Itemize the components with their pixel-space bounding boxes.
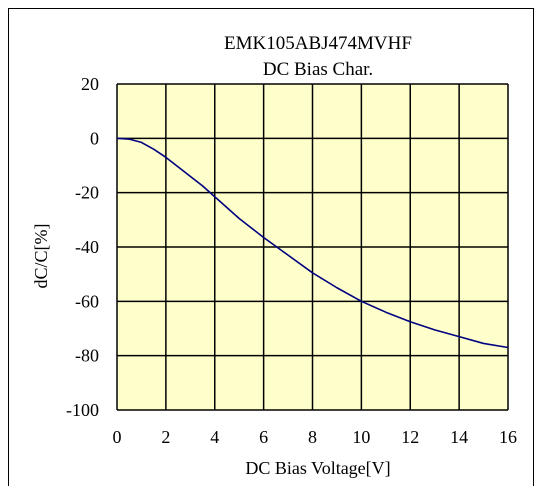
x-tick-label: 2 bbox=[161, 427, 170, 447]
x-tick-label: 4 bbox=[210, 427, 219, 447]
x-tick-label: 16 bbox=[499, 427, 517, 447]
x-tick-label: 8 bbox=[308, 427, 317, 447]
chart-subtitle: DC Bias Char. bbox=[263, 59, 373, 80]
x-tick-label: 10 bbox=[352, 427, 370, 447]
y-tick-label: -40 bbox=[75, 237, 99, 257]
chart-title: EMK105ABJ474MVHF bbox=[224, 33, 412, 54]
y-tick-label: -80 bbox=[75, 346, 99, 366]
x-tick-label: 6 bbox=[259, 427, 268, 447]
x-axis-label: DC Bias Voltage[V] bbox=[245, 458, 390, 478]
series-line bbox=[116, 137, 509, 349]
y-tick-label: -100 bbox=[66, 400, 99, 420]
y-axis-label: dC/C[%] bbox=[31, 224, 51, 289]
x-tick-label: 14 bbox=[450, 427, 468, 447]
x-tick-label: 0 bbox=[113, 427, 122, 447]
y-tick-label: 20 bbox=[81, 74, 99, 94]
y-tick-label: -20 bbox=[75, 183, 99, 203]
x-tick-label: 12 bbox=[401, 427, 419, 447]
y-tick-label: -60 bbox=[75, 291, 99, 311]
y-tick-label: 0 bbox=[90, 128, 99, 148]
